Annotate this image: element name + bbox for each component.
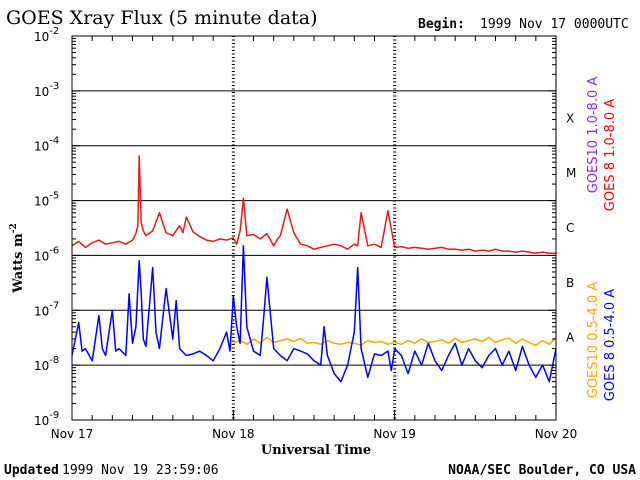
flare-class-label: M	[566, 166, 576, 180]
legend-entry: GOES10 1.0-8.0 A	[586, 77, 601, 194]
legend-entry: GOES10 0.5-4.0 A	[586, 282, 601, 399]
begin-value: 1999 Nov 17 0000UTC	[480, 17, 629, 32]
y-axis-label: Watts m-2	[9, 223, 26, 294]
y-tick-label: 10-4	[34, 136, 59, 154]
series-line	[233, 336, 557, 347]
credit-text: NOAA/SEC Boulder, CO USA	[448, 463, 636, 478]
flare-class-label: A	[566, 331, 575, 345]
gridlines	[72, 90, 556, 366]
y-tick-label: 10-8	[34, 355, 59, 373]
x-axis-label: Universal Time	[261, 443, 371, 458]
y-tick-label: 10-9	[34, 410, 59, 428]
y-tick-label: 10-7	[34, 300, 59, 318]
y-axis-ticks: 10-2 10-3 10-4 10-5 10-6 10-7 10-8 10-9	[34, 26, 556, 428]
series-line	[71, 245, 557, 383]
legend: GOES10 1.0-8.0 A GOES 8 1.0-8.0 A GOES10 0…	[586, 77, 618, 402]
y-tick-label: 10-3	[34, 81, 59, 99]
flare-class-label: C	[566, 221, 574, 235]
legend-entry: GOES 8 0.5-4.0 A	[603, 289, 618, 401]
x-tick-label: Nov 19	[373, 427, 416, 441]
y-tick-label: 10-2	[34, 26, 59, 44]
flare-class-labels: X M C B A	[566, 111, 576, 344]
y-tick-label: 10-5	[34, 191, 59, 209]
updated-label: Updated	[4, 463, 59, 478]
legend-entry: GOES 8 1.0-8.0 A	[603, 99, 618, 211]
y-tick-label: 10-6	[34, 245, 59, 263]
updated-value: 1999 Nov 19 23:59:06	[62, 463, 219, 478]
day-boundary-markers	[231, 36, 397, 420]
begin-label: Begin:	[418, 17, 465, 32]
flare-class-label: X	[566, 111, 574, 125]
plot-frame	[71, 35, 557, 421]
x-tick-label: Nov 20	[535, 427, 578, 441]
x-tick-label: Nov 17	[51, 427, 94, 441]
data-series	[71, 155, 557, 383]
chart-title: GOES Xray Flux (5 minute data)	[6, 7, 318, 29]
x-tick-label: Nov 18	[212, 427, 255, 441]
x-axis-ticks: Nov 17 Nov 18 Nov 19 Nov 20	[51, 36, 578, 441]
flare-class-label: B	[566, 276, 574, 290]
series-line	[71, 155, 556, 254]
